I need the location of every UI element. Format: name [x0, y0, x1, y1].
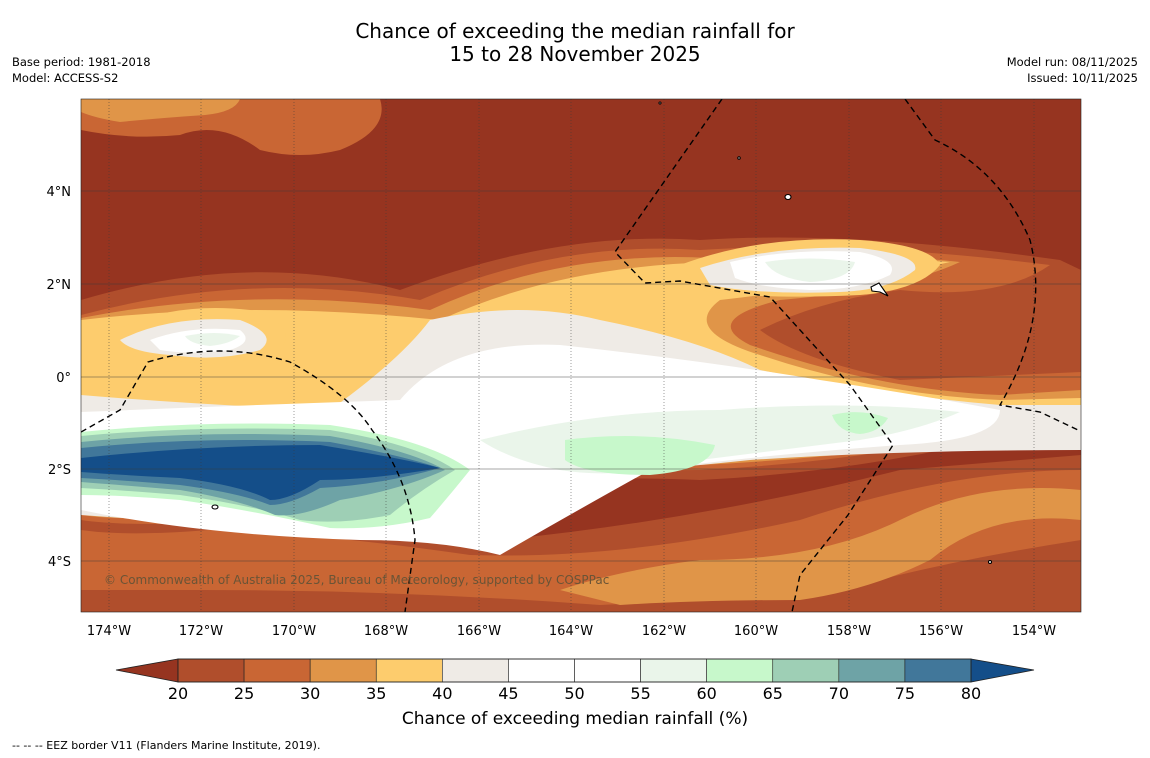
colorbar-tick-label: 50 — [564, 684, 584, 703]
colorbar-tick-label: 55 — [630, 684, 650, 703]
base-period: Base period: 1981-2018 — [12, 55, 151, 69]
map-plot-area — [81, 99, 1081, 612]
eez-footnote: -- -- -- EEZ border V11 (Flanders Marine… — [12, 739, 321, 752]
issued-date: Issued: 10/11/2025 — [1027, 71, 1138, 85]
lon-label: 156°W — [919, 624, 963, 639]
eez-border-line-2 — [904, 99, 1079, 431]
island-shape — [870, 282, 889, 297]
lon-label: 162°W — [642, 624, 686, 639]
eez-border-line-3 — [81, 350, 416, 612]
map-frame — [80, 98, 1082, 613]
colorbar-segment — [508, 658, 575, 683]
colorbar-tick-label: 25 — [234, 684, 254, 703]
colorbar-segment — [838, 658, 906, 683]
colorbar-tick-label: 65 — [763, 684, 783, 703]
colorbar-tick-label: 60 — [696, 684, 716, 703]
map-title-line2: 15 to 28 November 2025 — [449, 42, 701, 66]
lon-labels: 174°W 172°W 170°W 168°W 166°W 164°W 162°… — [87, 624, 1056, 639]
region-55-north — [765, 258, 855, 282]
graticule — [81, 190, 1081, 562]
colorbar: 20 25 30 35 40 45 50 55 60 65 70 75 80 — [115, 658, 1035, 703]
lon-label: 160°W — [734, 624, 778, 639]
colorbar-frame — [177, 658, 972, 683]
colorbar-tick-label: 20 — [168, 684, 188, 703]
lon-label: 164°W — [549, 624, 593, 639]
colorbar-segment — [375, 658, 443, 683]
colorbar-tick-label: 45 — [498, 684, 518, 703]
region-80-southwest — [81, 445, 440, 500]
colorbar-segment — [309, 658, 377, 683]
island-shape — [737, 156, 741, 160]
lon-label: 174°W — [87, 624, 131, 639]
lon-label: 170°W — [272, 624, 316, 639]
eez-border-line-1 — [614, 99, 894, 612]
region-55-west — [185, 333, 240, 346]
lon-label: 166°W — [457, 624, 501, 639]
region-60-central — [565, 436, 715, 475]
lat-label: 2°N — [47, 278, 72, 293]
region-30-northwest — [81, 99, 240, 122]
copyright-text: © Commonwealth of Australia 2025, Bureau… — [104, 573, 609, 587]
colorbar-segment — [243, 658, 311, 683]
map-title-line1: Chance of exceeding the median rainfall … — [355, 19, 795, 43]
colorbar-tick-label: 35 — [366, 684, 386, 703]
model-run: Model run: 08/11/2025 — [1006, 55, 1138, 69]
lon-label: 158°W — [827, 624, 871, 639]
colorbar-tick-label: 30 — [300, 684, 320, 703]
island-shape — [658, 101, 662, 105]
colorbar-tick-label: 80 — [961, 684, 981, 703]
region-30-south — [560, 488, 1081, 605]
colorbar-segment — [904, 658, 972, 683]
lat-labels: 4°N 2°N 0° 2°S 4°S — [47, 185, 72, 570]
lon-label: 154°W — [1012, 624, 1056, 639]
colorbar-title: Chance of exceeding median rainfall (%) — [401, 709, 749, 729]
colorbar-segment — [574, 658, 641, 683]
eez-borders — [81, 99, 1079, 612]
lon-label: 168°W — [364, 624, 408, 639]
colorbar-segment — [442, 658, 509, 683]
lon-label: 172°W — [179, 624, 223, 639]
meta-left: Base period: 1981-2018 Model: ACCESS-S2 — [12, 54, 151, 86]
colorbar-low-extension — [115, 658, 179, 683]
lat-label: 4°S — [48, 555, 71, 570]
island-shape — [987, 559, 993, 565]
colorbar-tick-label: 40 — [432, 684, 452, 703]
meta-right: Model run: 08/11/2025 Issued: 10/11/2025 — [1007, 54, 1138, 86]
colorbar-high-extension — [970, 658, 1035, 683]
islands — [211, 101, 993, 565]
lat-label: 4°N — [47, 185, 72, 200]
lat-label: 2°S — [48, 463, 71, 478]
colorbar-segment — [177, 658, 245, 683]
lat-label: 0° — [56, 371, 71, 386]
island-shape — [784, 193, 792, 201]
island-shape — [211, 504, 219, 510]
model-name: Model: ACCESS-S2 — [12, 71, 119, 85]
colorbar-tick-label: 75 — [895, 684, 915, 703]
colorbar-segment — [640, 658, 707, 683]
colorbar-ticks: 20 25 30 35 40 45 50 55 60 65 70 75 80 — [168, 684, 981, 703]
colorbar-segment — [706, 658, 774, 683]
rainfall-map: © Commonwealth of Australia 2025, Bureau… — [47, 98, 1082, 703]
colorbar-segments — [177, 658, 972, 683]
colorbar-segment — [772, 658, 840, 683]
colorbar-tick-label: 70 — [829, 684, 849, 703]
